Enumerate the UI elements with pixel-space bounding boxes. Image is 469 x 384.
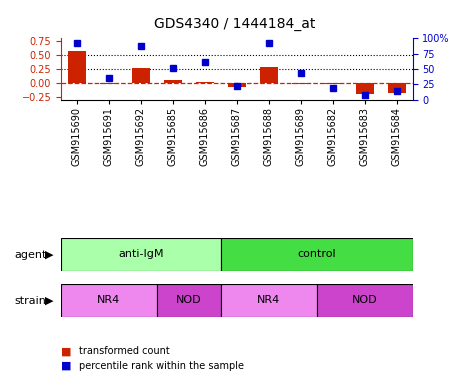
Bar xyxy=(100,83,118,84)
Text: NOD: NOD xyxy=(352,295,378,306)
Text: ▶: ▶ xyxy=(45,250,53,260)
Bar xyxy=(221,238,413,271)
Bar xyxy=(317,284,413,317)
Text: ■: ■ xyxy=(61,346,71,356)
Bar xyxy=(228,83,246,87)
Text: ▶: ▶ xyxy=(45,296,53,306)
Bar xyxy=(132,68,150,83)
Text: NOD: NOD xyxy=(176,295,202,306)
Text: control: control xyxy=(297,249,336,260)
Bar xyxy=(221,284,317,317)
Text: strain: strain xyxy=(14,296,46,306)
Bar xyxy=(324,83,341,84)
Bar xyxy=(388,83,406,93)
Bar xyxy=(292,83,310,84)
Text: ■: ■ xyxy=(61,361,71,371)
Bar xyxy=(260,67,278,83)
Bar xyxy=(61,238,221,271)
Bar xyxy=(68,51,86,83)
Text: agent: agent xyxy=(14,250,46,260)
Text: anti-IgM: anti-IgM xyxy=(118,249,164,260)
Bar xyxy=(157,284,221,317)
Bar xyxy=(356,83,373,94)
Text: transformed count: transformed count xyxy=(79,346,169,356)
Text: NR4: NR4 xyxy=(257,295,280,306)
Text: percentile rank within the sample: percentile rank within the sample xyxy=(79,361,244,371)
Text: NR4: NR4 xyxy=(97,295,121,306)
Bar xyxy=(164,80,182,83)
Bar xyxy=(196,82,214,83)
Bar xyxy=(61,284,157,317)
Text: GDS4340 / 1444184_at: GDS4340 / 1444184_at xyxy=(154,17,315,31)
